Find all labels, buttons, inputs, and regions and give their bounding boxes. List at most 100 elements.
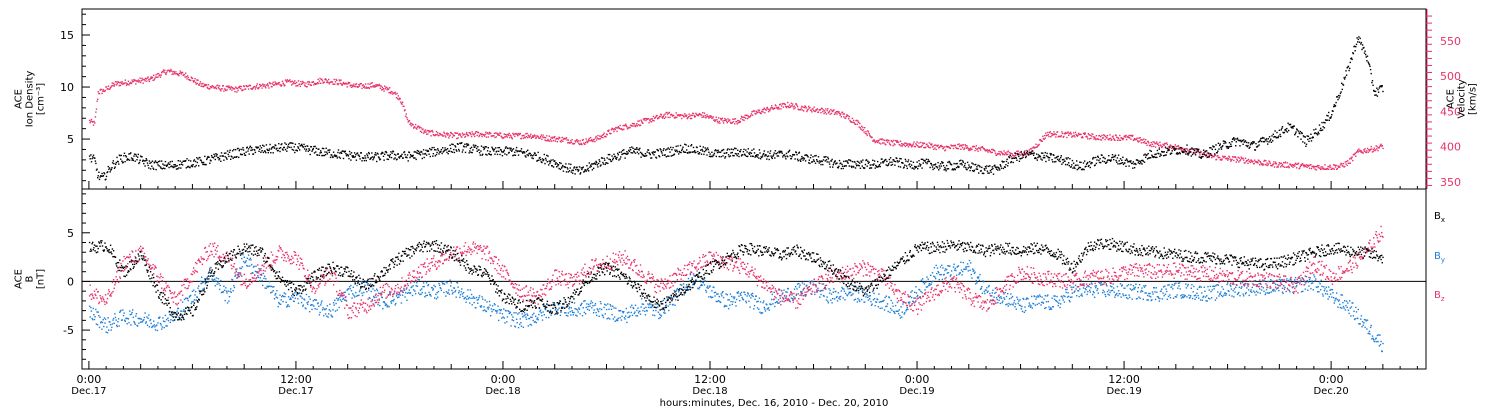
density-trace-point (873, 163, 875, 165)
density-trace-point (1124, 162, 1126, 164)
density-trace-point (1175, 153, 1178, 155)
by-trace-point (385, 303, 387, 305)
density-trace-point (321, 147, 324, 150)
velocity-trace-point (1303, 166, 1305, 168)
density-trace-point (1040, 158, 1042, 160)
velocity-trace-point (827, 112, 830, 114)
density-trace-point (218, 158, 221, 160)
velocity-trace-point (801, 105, 803, 107)
density-trace-point (702, 150, 704, 152)
velocity-trace-point (146, 77, 149, 79)
velocity-trace-point (218, 85, 221, 87)
velocity-trace-point (206, 84, 208, 86)
velocity-trace-point (879, 138, 881, 140)
by-trace-point (361, 294, 364, 297)
density-trace-point (996, 166, 998, 168)
velocity-trace-point (734, 118, 737, 120)
density-trace-point (948, 160, 950, 163)
by-trace-point (231, 279, 234, 281)
velocity-trace-point (419, 130, 422, 132)
by-trace-point (389, 293, 391, 295)
density-trace-point (988, 172, 990, 174)
density-trace-point (1316, 134, 1319, 136)
velocity-trace-point (1342, 162, 1345, 165)
density-trace-point (1139, 160, 1141, 163)
density-trace-point (385, 151, 388, 154)
density-trace-point (1096, 159, 1098, 161)
density-trace-point (931, 164, 933, 166)
velocity-trace-point (177, 73, 179, 75)
density-trace-point (830, 160, 833, 162)
velocity-trace-point (760, 112, 762, 115)
velocity-trace-point (364, 87, 366, 89)
velocity-trace-point (1336, 167, 1339, 170)
velocity-trace-point (199, 81, 202, 83)
velocity-trace-point (419, 126, 421, 128)
velocity-trace-point (1028, 149, 1030, 151)
velocity-trace-point (1041, 140, 1043, 142)
velocity-trace-point (308, 80, 310, 83)
density-trace-point (1251, 143, 1253, 145)
by-trace-point (391, 300, 393, 302)
density-trace-point (1247, 142, 1250, 144)
density-trace-point (133, 155, 135, 157)
density-trace-point (474, 146, 476, 148)
density-trace-point (504, 147, 507, 149)
density-trace-point (821, 160, 823, 163)
velocity-trace-point (1067, 131, 1069, 133)
velocity-trace-point (982, 147, 984, 149)
density-trace-point (1066, 163, 1069, 166)
density-trace-point (904, 158, 907, 161)
density-trace-point (1289, 123, 1292, 126)
velocity-trace-point (949, 147, 952, 150)
density-trace-point (1018, 160, 1021, 162)
density-trace-point (551, 165, 553, 167)
by-trace-point (146, 316, 148, 318)
density-trace-point (475, 147, 478, 150)
velocity-trace-point (314, 82, 316, 85)
density-trace-point (992, 167, 994, 170)
by-trace-point (114, 316, 117, 319)
velocity-trace-point (334, 81, 337, 83)
density-trace-point (249, 146, 251, 149)
by-trace-point (100, 321, 102, 323)
velocity-trace-point (682, 114, 684, 116)
velocity-trace-point (1129, 137, 1131, 139)
density-trace-point (1203, 153, 1205, 155)
density-trace-point (1230, 145, 1233, 147)
density-trace-point (137, 153, 139, 156)
density-trace-point (206, 158, 208, 161)
velocity-trace-point (389, 87, 391, 89)
density-trace-point (1283, 131, 1286, 134)
by-trace-point (316, 308, 318, 310)
velocity-trace-point (242, 85, 245, 87)
velocity-trace-point (821, 108, 823, 110)
by-trace-point (358, 290, 361, 293)
velocity-trace-point (178, 72, 181, 75)
velocity-trace-point (1127, 135, 1129, 138)
density-trace-point (109, 171, 111, 173)
density-trace-point (708, 155, 711, 158)
by-trace-point (422, 282, 425, 284)
density-trace-point (284, 142, 286, 144)
by-trace-point (213, 274, 215, 277)
by-trace-point (326, 305, 329, 307)
velocity-trace-point (495, 132, 497, 134)
density-trace-point (1130, 160, 1132, 162)
density-trace-point (1246, 141, 1248, 144)
density-trace-point (919, 165, 921, 167)
velocity-trace-point (689, 115, 691, 117)
density-trace-point (873, 160, 876, 162)
velocity-trace-point (172, 71, 174, 73)
by-trace-point (193, 299, 196, 301)
velocity-trace-point (1319, 167, 1321, 169)
density-trace-point (570, 171, 573, 173)
density-trace-point (1299, 132, 1301, 135)
velocity-trace-point (1119, 134, 1121, 137)
density-trace-point (785, 158, 787, 160)
by-trace-point (230, 291, 232, 293)
density-trace-point (971, 162, 973, 164)
density-trace-point (729, 148, 731, 151)
density-trace-point (801, 155, 803, 158)
velocity-trace-point (867, 131, 870, 133)
